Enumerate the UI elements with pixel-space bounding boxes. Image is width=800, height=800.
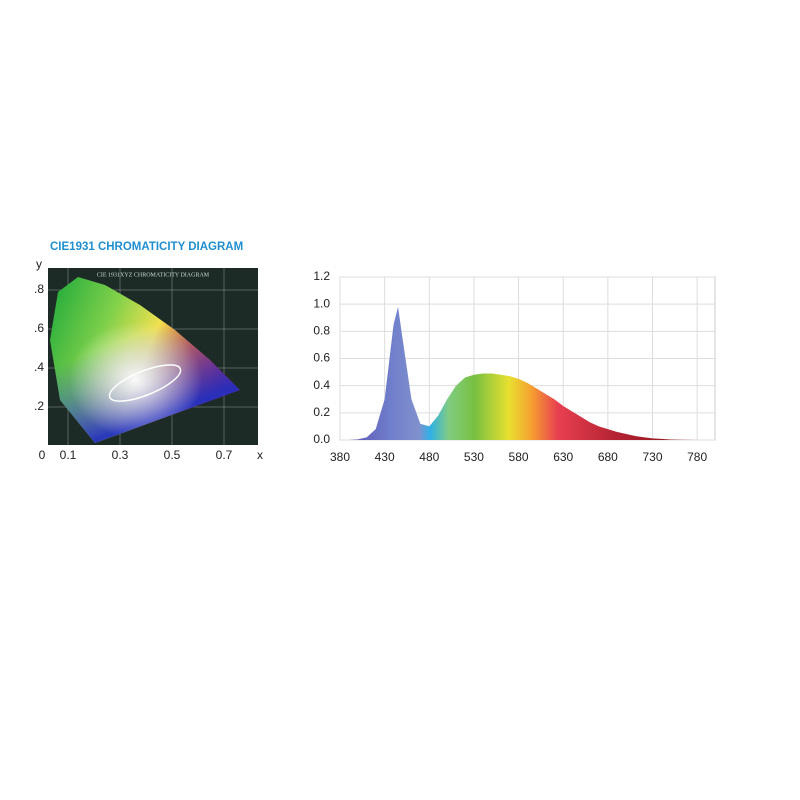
locus xyxy=(50,277,240,443)
y-tick-label: .4 xyxy=(34,360,44,374)
y-tick-label: .8 xyxy=(34,282,44,296)
x-tick-label: 0.5 xyxy=(164,448,181,462)
y-tick-label: .2 xyxy=(34,399,44,413)
x-tick-label: 630 xyxy=(553,450,573,464)
x-tick-label: 0.7 xyxy=(216,448,233,462)
y-tick-label: 0.0 xyxy=(313,432,330,446)
inner-title: CIE 1931XYZ CHROMATICITY DIAGRAM xyxy=(97,272,210,278)
x-tick-label: 0.1 xyxy=(60,448,77,462)
chart-title: CIE1931 CHROMATICITY DIAGRAM xyxy=(50,241,243,253)
x-tick-label: 730 xyxy=(642,450,662,464)
y-axis-label: y xyxy=(36,257,42,271)
x-tick-label: 480 xyxy=(419,450,439,464)
y-tick-label: .6 xyxy=(34,321,44,335)
x-tick-label: 780 xyxy=(687,450,707,464)
spectrum-chart: 0.0 0.2 0.4 0.6 0.8 1.0 1.2 380 430 480 530 580 630 6… xyxy=(313,269,716,464)
x-tick-label: 0 xyxy=(39,448,46,462)
spectrum-area xyxy=(340,306,698,440)
x-axis-label: x xyxy=(257,448,263,462)
x-tick-label: 380 xyxy=(330,450,350,464)
y-tick-label: 0.6 xyxy=(313,351,330,365)
y-tick-label: 0.4 xyxy=(313,378,330,392)
x-tick-label: 530 xyxy=(464,450,484,464)
cie-chart: CIE1931 CHROMATICITY DIAGRAM CIE 1931XYZ… xyxy=(34,241,263,462)
y-tick-label: 0.8 xyxy=(313,324,330,338)
x-tick-label: 580 xyxy=(509,450,529,464)
y-tick-label: 1.0 xyxy=(313,296,330,310)
y-tick-label: 1.2 xyxy=(313,269,330,283)
x-tick-label: 680 xyxy=(598,450,618,464)
y-tick-label: 0.2 xyxy=(313,405,330,419)
x-tick-label: 430 xyxy=(375,450,395,464)
x-tick-label: 0.3 xyxy=(112,448,129,462)
